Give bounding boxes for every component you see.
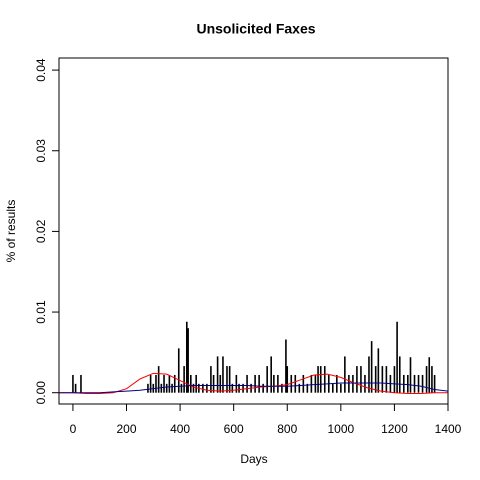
y-tick-label: 0.02	[34, 219, 48, 243]
y-tick-label: 0.01	[34, 300, 48, 324]
x-tick-label: 1400	[435, 422, 462, 436]
y-tick-label: 0.03	[34, 139, 48, 163]
x-tick-label: 600	[224, 422, 244, 436]
y-tick-label: 0.00	[34, 381, 48, 405]
y-tick-label: 0.04	[34, 58, 48, 82]
x-tick-label: 1000	[327, 422, 354, 436]
curve	[59, 382, 448, 394]
x-tick-label: 800	[277, 422, 297, 436]
x-tick-label: 200	[116, 422, 136, 436]
x-axis-label: Days	[240, 452, 267, 466]
x-tick-label: 400	[170, 422, 190, 436]
x-tick-label: 0	[70, 422, 77, 436]
chart-title: Unsolicited Faxes	[196, 21, 315, 37]
curve	[59, 372, 448, 395]
x-tick-label: 1200	[381, 422, 408, 436]
y-axis-label: % of results	[4, 200, 18, 263]
plot-area	[59, 321, 448, 395]
